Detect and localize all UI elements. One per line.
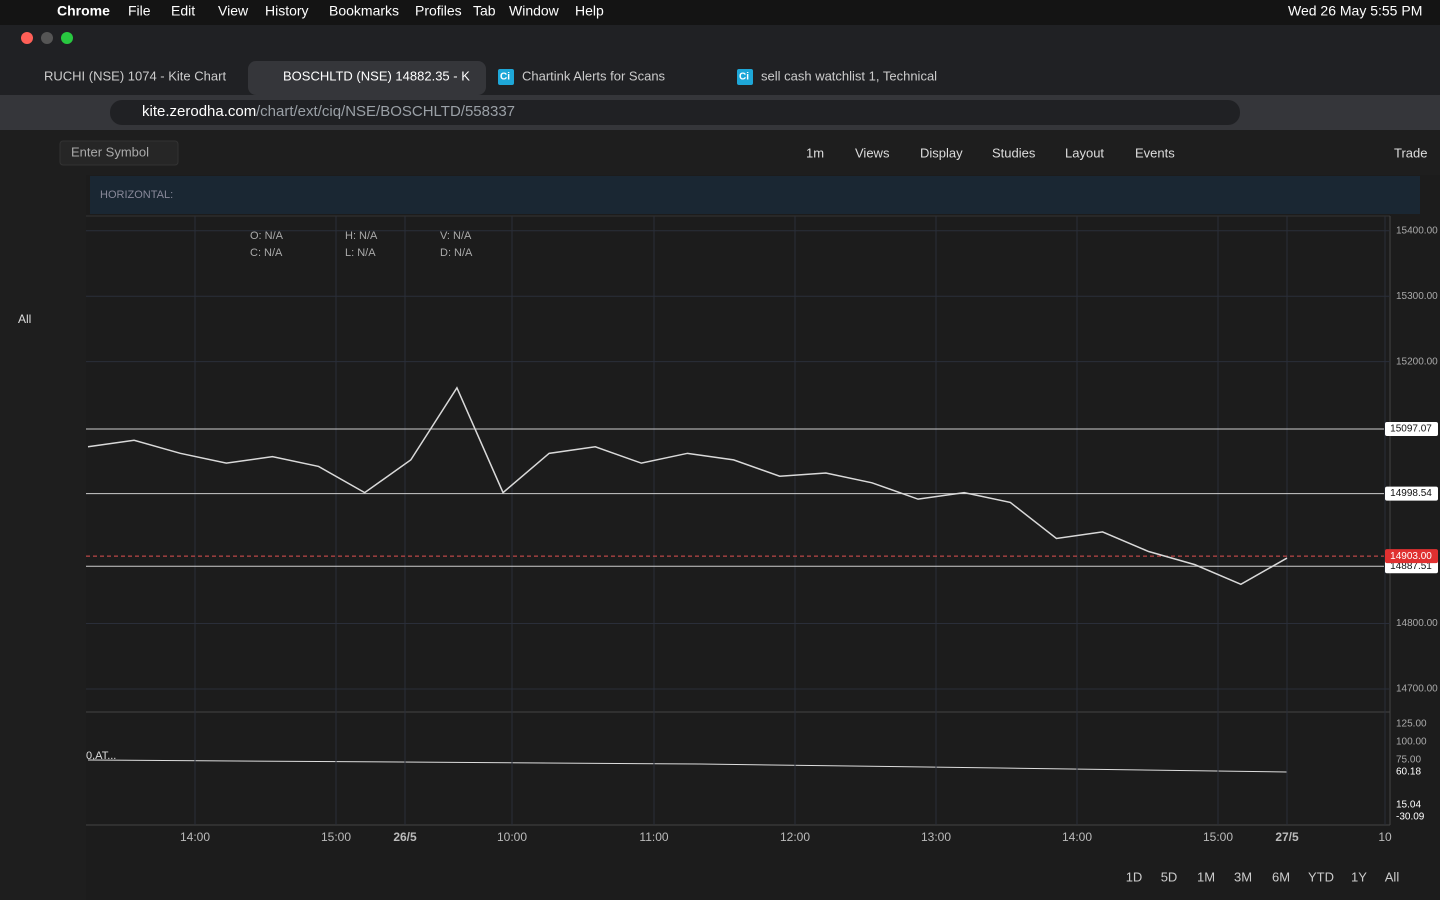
- range-btn[interactable]: 6M: [1272, 869, 1290, 884]
- range-btn[interactable]: 3M: [1234, 869, 1252, 884]
- max-btn[interactable]: [61, 32, 73, 44]
- range-btn[interactable]: All: [1385, 869, 1400, 884]
- app-toolbar: [0, 130, 1440, 175]
- menu-item[interactable]: Help: [575, 3, 604, 19]
- close-btn[interactable]: [21, 32, 33, 44]
- y-tick-label: 15400.00: [1396, 225, 1438, 236]
- menu-item[interactable]: Tab: [473, 3, 496, 19]
- tab-title[interactable]: BOSCHLTD (NSE) 14882.35 - K: [283, 68, 470, 83]
- x-tick-label: 12:00: [780, 830, 810, 844]
- toolbar-menu[interactable]: Layout: [1065, 145, 1104, 160]
- url-field[interactable]: [110, 100, 1240, 125]
- x-tick-label: 10:00: [497, 830, 527, 844]
- study-line: [87, 759, 1288, 773]
- tab-icon: Ci: [500, 72, 510, 83]
- range-btn[interactable]: 1Y: [1351, 869, 1367, 884]
- tab-icon-bg: [498, 69, 514, 85]
- toolbar-menu[interactable]: Views: [855, 145, 890, 160]
- toolbar-menu[interactable]: Events: [1135, 145, 1175, 160]
- tab-icon: Ci: [739, 72, 749, 83]
- x-tick-label: 14:00: [1062, 830, 1092, 844]
- level-tag: [1385, 422, 1438, 437]
- y-tick-label: 14700.00: [1396, 684, 1438, 695]
- ohlc-text: V: N/A: [440, 230, 472, 242]
- drawing-label: HORIZONTAL:: [100, 189, 173, 201]
- search-text[interactable]: Enter Symbol: [71, 144, 149, 159]
- level-label: 14998.54: [1390, 488, 1432, 499]
- range-btn[interactable]: YTD: [1308, 869, 1334, 884]
- study-tick: 125.00: [1396, 719, 1427, 730]
- menu-item[interactable]: File: [128, 3, 151, 19]
- ohlc-text: D: N/A: [440, 247, 473, 259]
- toolbar-menu[interactable]: 1m: [806, 145, 824, 160]
- tab-title[interactable]: sell cash watchlist 1, Technical: [761, 68, 937, 83]
- tab-title[interactable]: RUCHI (NSE) 1074 - Kite Chart: [44, 68, 226, 83]
- menu-item[interactable]: Profiles: [415, 3, 462, 19]
- url-host: kite.zerodha.com: [142, 103, 256, 120]
- clock: Wed 26 May 5:55 PM: [1288, 3, 1422, 19]
- y-tick-label: 15300.00: [1396, 291, 1438, 302]
- active-tab[interactable]: [248, 61, 486, 95]
- study-tick: 75.00: [1396, 755, 1421, 766]
- x-tick-label: 15:00: [321, 830, 351, 844]
- study-tick: -30.09: [1396, 812, 1425, 823]
- tab-strip: [0, 25, 1440, 95]
- min-btn[interactable]: [41, 32, 53, 44]
- menu-item[interactable]: View: [218, 3, 249, 19]
- menu-item[interactable]: Bookmarks: [329, 3, 399, 19]
- x-tick-label: 27/5: [1275, 830, 1299, 844]
- menu-item[interactable]: History: [265, 3, 309, 19]
- menu-item[interactable]: Window: [509, 3, 560, 19]
- study-tick: 15.04: [1396, 800, 1421, 811]
- tool-filter[interactable]: All: [18, 312, 31, 326]
- x-tick-label: 26/5: [393, 830, 417, 844]
- app-name: Chrome: [57, 3, 110, 19]
- current-label: 14903.00: [1390, 551, 1432, 562]
- menu-item[interactable]: Edit: [171, 3, 195, 19]
- menubar: [0, 0, 1440, 25]
- study-tick: 100.00: [1396, 737, 1427, 748]
- ohlc-text: O: N/A: [250, 230, 284, 242]
- x-tick-label: 13:00: [921, 830, 951, 844]
- price-line: [87, 386, 1288, 586]
- toolbar-menu[interactable]: Display: [920, 145, 963, 160]
- ohlc-text: C: N/A: [250, 247, 283, 259]
- x-tick-label: 15:00: [1203, 830, 1233, 844]
- range-btn[interactable]: 1D: [1126, 869, 1143, 884]
- current-tag: [1385, 549, 1438, 564]
- toolbar-menu[interactable]: Studies: [992, 145, 1036, 160]
- ohlc-text: L: N/A: [345, 247, 376, 259]
- url-path: /chart/ext/ciq/NSE/BOSCHLTD/558337: [256, 103, 515, 120]
- study-label: 0,AT...: [86, 750, 116, 762]
- range-btn[interactable]: 1M: [1197, 869, 1215, 884]
- drawing-bar: [90, 176, 1420, 214]
- left-tools: [0, 175, 86, 900]
- ohlc-text: H: N/A: [345, 230, 378, 242]
- symbol-search[interactable]: [59, 140, 179, 166]
- study-tick: 60.18: [1396, 767, 1421, 778]
- x-tick-label: 14:00: [180, 830, 210, 844]
- range-btn[interactable]: 5D: [1161, 869, 1178, 884]
- x-tick-label: 10: [1378, 830, 1392, 844]
- tab-icon-bg: [737, 69, 753, 85]
- y-tick-label: 15200.00: [1396, 356, 1438, 367]
- level-tag: [1385, 486, 1438, 501]
- level-label: 14887.51: [1390, 561, 1432, 572]
- tab-title[interactable]: Chartink Alerts for Scans: [522, 68, 666, 83]
- y-tick-label: 14800.00: [1396, 618, 1438, 629]
- x-tick-label: 11:00: [639, 830, 668, 844]
- level-label: 15097.07: [1390, 424, 1432, 435]
- trade-btn[interactable]: Trade: [1394, 145, 1427, 160]
